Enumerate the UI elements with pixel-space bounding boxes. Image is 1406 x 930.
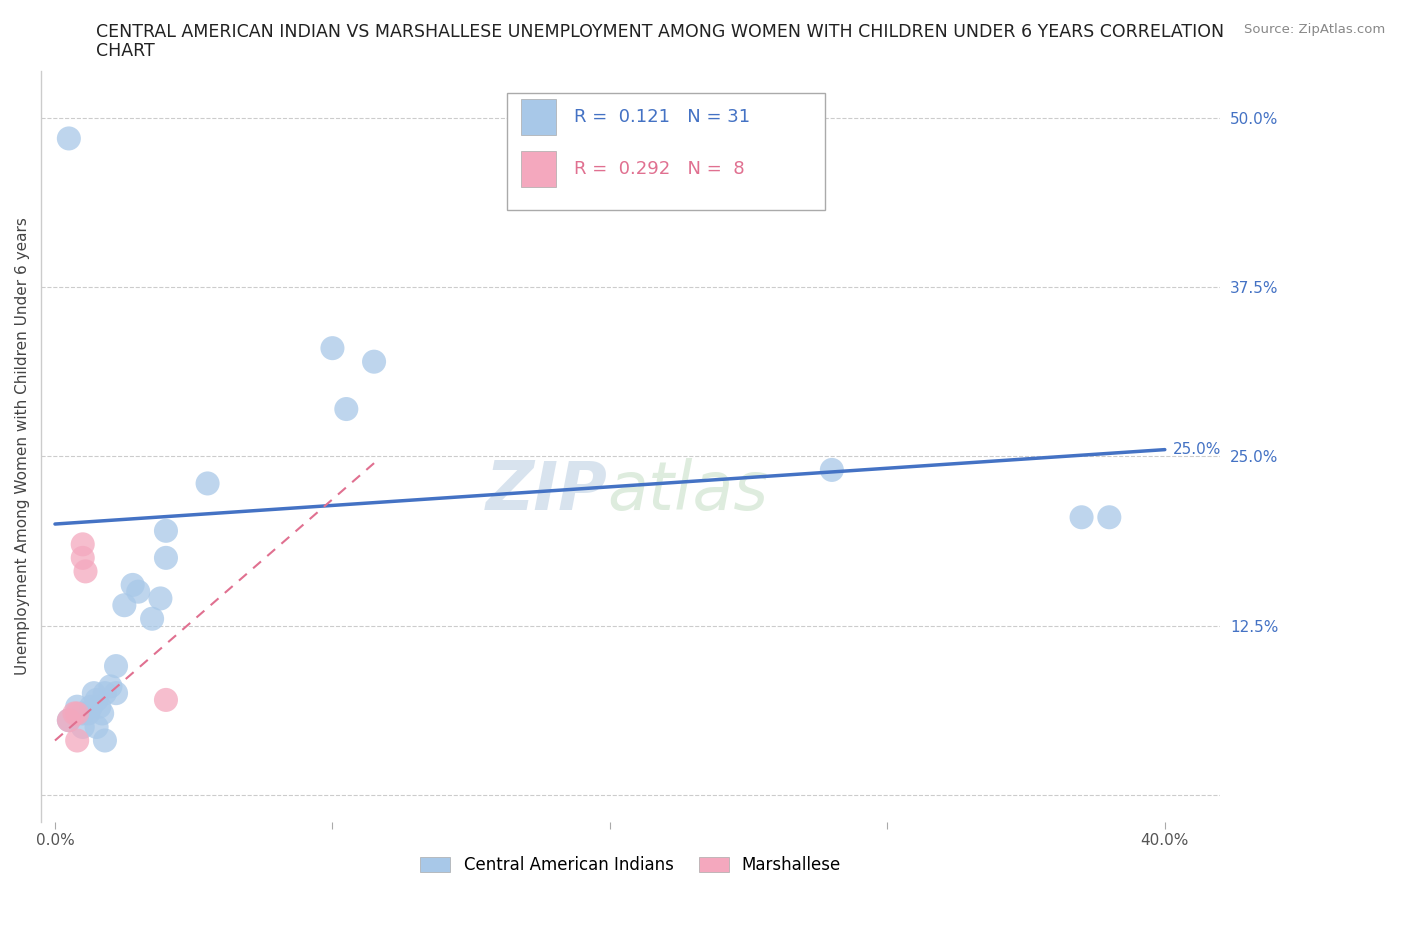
Text: CENTRAL AMERICAN INDIAN VS MARSHALLESE UNEMPLOYMENT AMONG WOMEN WITH CHILDREN UN: CENTRAL AMERICAN INDIAN VS MARSHALLESE U… xyxy=(96,23,1223,41)
Point xyxy=(127,584,149,599)
Point xyxy=(821,462,844,477)
Point xyxy=(155,693,177,708)
FancyBboxPatch shape xyxy=(508,93,825,209)
Point xyxy=(94,685,117,700)
Point xyxy=(89,699,111,714)
Text: Source: ZipAtlas.com: Source: ZipAtlas.com xyxy=(1244,23,1385,36)
Point xyxy=(72,537,94,551)
Text: CHART: CHART xyxy=(96,42,155,60)
Text: atlas: atlas xyxy=(607,458,768,525)
FancyBboxPatch shape xyxy=(522,152,557,187)
Point xyxy=(75,564,97,578)
Point xyxy=(72,706,94,721)
Point xyxy=(66,706,89,721)
Point xyxy=(86,693,108,708)
Point xyxy=(141,611,163,626)
Text: R =  0.121   N = 31: R = 0.121 N = 31 xyxy=(574,108,751,126)
Text: 25.0%: 25.0% xyxy=(1173,442,1222,458)
Point xyxy=(197,476,219,491)
Point xyxy=(77,706,100,721)
Point xyxy=(112,598,135,613)
FancyBboxPatch shape xyxy=(522,99,557,135)
Point xyxy=(321,340,343,355)
Text: ZIP: ZIP xyxy=(485,458,607,525)
Point xyxy=(86,720,108,735)
Y-axis label: Unemployment Among Women with Children Under 6 years: Unemployment Among Women with Children U… xyxy=(15,218,30,675)
Point xyxy=(91,706,114,721)
Point xyxy=(1070,510,1092,525)
Point xyxy=(83,685,105,700)
Point xyxy=(80,699,103,714)
Point xyxy=(66,699,89,714)
Point xyxy=(1098,510,1121,525)
Point xyxy=(72,720,94,735)
Point xyxy=(72,551,94,565)
Point xyxy=(58,712,80,727)
Point xyxy=(58,131,80,146)
Point xyxy=(105,685,128,700)
Point xyxy=(94,733,117,748)
Legend: Central American Indians, Marshallese: Central American Indians, Marshallese xyxy=(413,850,848,881)
Point xyxy=(58,712,80,727)
Point xyxy=(66,733,89,748)
Point xyxy=(155,551,177,565)
Point xyxy=(63,706,86,721)
Point xyxy=(155,524,177,538)
Text: R =  0.292   N =  8: R = 0.292 N = 8 xyxy=(574,160,745,179)
Point xyxy=(149,591,172,605)
Point xyxy=(363,354,385,369)
Point xyxy=(121,578,143,592)
Point xyxy=(100,679,122,694)
Point xyxy=(335,402,357,417)
Point xyxy=(105,658,128,673)
